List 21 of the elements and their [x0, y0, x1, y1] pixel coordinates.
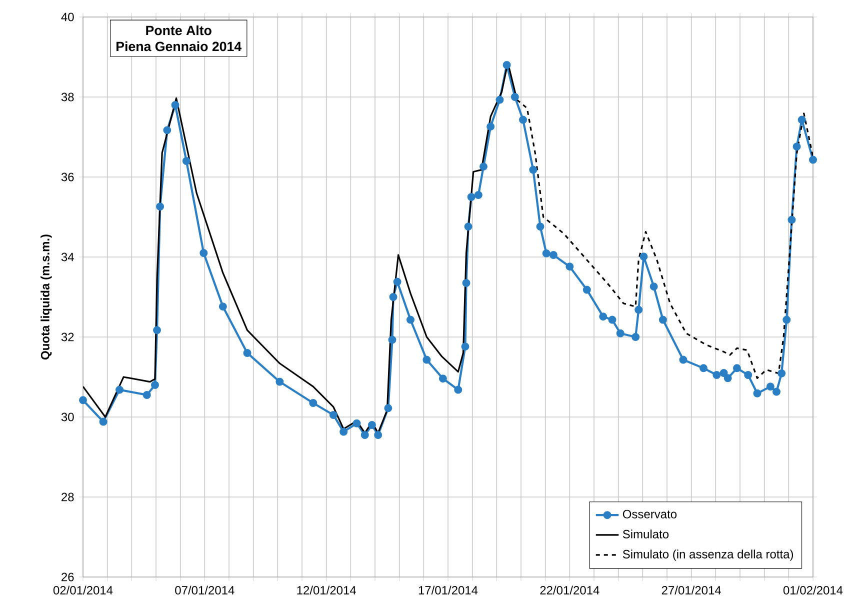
- chart-title: Ponte Alto: [146, 25, 212, 36]
- y-tick-label: 40: [61, 12, 74, 22]
- x-tick-label: 12/01/2014: [297, 586, 356, 595]
- legend-label: Simulato (in assenza della rotta): [622, 550, 794, 561]
- text: Piena Gennaio 2014: [116, 41, 242, 52]
- x-tick-label: 01/02/2014: [783, 586, 843, 595]
- x-tick-label: 02/01/2014: [53, 586, 113, 595]
- y-tick-label: 36: [61, 172, 74, 182]
- y-tick-label: 28: [62, 492, 74, 502]
- x-tick-label: 07/01/2014: [175, 586, 234, 595]
- y-tick-label: 30: [61, 412, 74, 422]
- y-tick-label: 38: [61, 92, 74, 102]
- y-tick-label: 32: [61, 332, 74, 342]
- y-tick-label: 26: [62, 572, 74, 582]
- x-tick-label: 27/01/2014: [662, 586, 721, 595]
- y-tick-label: 34: [61, 252, 74, 262]
- legend-label: Osservato: [622, 510, 677, 518]
- x-tick-label: 17/01/2014: [418, 586, 478, 595]
- legend-label: Simulato: [622, 530, 669, 538]
- x-tick-label: 22/01/2014: [540, 586, 600, 595]
- y-axis-title: Quota liquida (m.s.m.): [40, 234, 52, 360]
